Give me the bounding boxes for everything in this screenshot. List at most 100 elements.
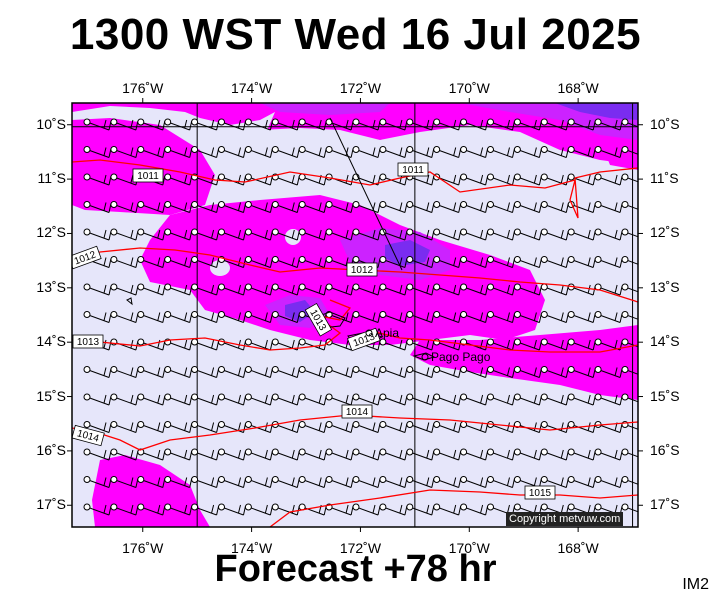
wind-barb	[460, 311, 489, 323]
pago-pago-marker	[421, 353, 429, 361]
latitude-label: 17˚S	[650, 496, 680, 513]
wind-barb	[218, 283, 246, 296]
wind-barb	[218, 146, 246, 158]
longitude-label: 174˚W	[230, 80, 273, 96]
latitude-label: 10˚S	[36, 115, 66, 132]
isobar-label: 1015	[524, 485, 556, 500]
wind-barb	[433, 283, 462, 296]
wind-barb	[621, 256, 638, 265]
wind-barb	[567, 118, 596, 131]
wind-barb	[540, 228, 569, 241]
isobar-1013	[72, 299, 352, 351]
wind-barb	[244, 338, 273, 351]
wind-barb	[540, 256, 569, 268]
wind-barb	[298, 146, 327, 158]
wind-barb	[621, 118, 638, 128]
wind-barb	[406, 118, 435, 131]
wind-barb	[460, 503, 489, 516]
rain-area-northwest	[72, 118, 215, 215]
wind-barb	[83, 366, 112, 378]
wind-barb	[83, 228, 112, 241]
pago-pago-label: Pago Pago	[431, 350, 491, 364]
wind-barb	[218, 311, 246, 323]
isobar-label: 1014	[341, 404, 373, 419]
latitude-label: 15˚S	[650, 387, 680, 404]
wind-barb	[244, 146, 273, 158]
wind-barb	[621, 503, 638, 513]
wind-barb	[110, 311, 139, 323]
latitude-label: 15˚S	[36, 387, 66, 404]
wind-barb	[298, 256, 327, 268]
wind-barb	[137, 421, 166, 433]
wind-barb	[406, 421, 435, 433]
wind-barb	[218, 201, 246, 213]
wind-barb	[298, 228, 327, 241]
island-small	[126, 297, 133, 306]
wind-barb	[513, 146, 542, 158]
wind-barb	[406, 311, 435, 323]
wind-barb	[164, 256, 193, 268]
wind-barb	[433, 228, 462, 241]
wind-barb	[218, 366, 246, 378]
wind-barb	[244, 476, 273, 488]
longitude-label: 172˚W	[339, 80, 382, 96]
isobar-label: 1013	[72, 334, 104, 349]
wind-barb	[137, 503, 166, 516]
isobar-1011-west	[72, 159, 576, 193]
wind-barb	[83, 173, 112, 186]
wind-barb	[83, 448, 112, 461]
svg-text:1013: 1013	[77, 337, 100, 348]
wind-barb	[594, 201, 623, 213]
wind-barb	[460, 476, 489, 488]
isobar-label: 1012	[346, 262, 378, 277]
wind-barb	[460, 366, 489, 378]
track-line	[329, 117, 403, 271]
svg-text:1012: 1012	[351, 265, 374, 276]
wind-barb	[567, 146, 596, 158]
isobar-1012	[72, 247, 638, 303]
wind-barb	[244, 118, 273, 131]
longitude-label: 172˚W	[339, 540, 382, 556]
wind-barb	[487, 146, 515, 158]
wind-barb	[621, 393, 638, 403]
wind-barb	[191, 228, 220, 241]
svg-text:1011: 1011	[137, 171, 159, 182]
wind-barb	[487, 283, 515, 296]
wind-barb	[406, 448, 435, 461]
wind-barb	[406, 503, 435, 516]
wind-barb	[191, 146, 220, 158]
wind-barb	[567, 503, 596, 516]
latitude-label: 14˚S	[36, 333, 66, 350]
wind-barb	[352, 448, 381, 461]
wind-barb	[621, 146, 638, 155]
wind-barb	[244, 366, 273, 378]
latitude-label: 13˚S	[36, 278, 66, 295]
wind-barb	[621, 476, 638, 485]
wind-barb	[244, 201, 273, 213]
wind-barb	[218, 393, 246, 406]
wind-barb	[567, 448, 596, 461]
wind-barb	[379, 503, 408, 516]
wind-barb	[137, 256, 166, 268]
isobar-1013-east	[374, 331, 638, 353]
longitude-label: 168˚W	[557, 80, 599, 96]
isobar-1015	[269, 489, 638, 527]
wind-barb	[540, 118, 569, 131]
map-frame	[71, 102, 639, 528]
wind-barb	[164, 118, 193, 131]
wind-barb	[244, 283, 273, 296]
wind-barb	[83, 421, 112, 433]
wind-barb	[567, 228, 596, 241]
wind-barb	[191, 118, 220, 131]
isobar-1014	[72, 414, 638, 451]
latitude-label: 16˚S	[650, 441, 680, 458]
chart-title: 1300 WST Wed 16 Jul 2025	[69, 10, 642, 59]
longitude-label: 168˚W	[557, 540, 599, 556]
wind-barb	[110, 228, 139, 241]
wind-barb	[110, 476, 139, 488]
wind-barb	[191, 421, 220, 433]
wind-barb	[298, 476, 327, 488]
wind-barb	[513, 173, 542, 186]
wind-barb	[164, 173, 193, 186]
wind-barb	[325, 146, 354, 158]
